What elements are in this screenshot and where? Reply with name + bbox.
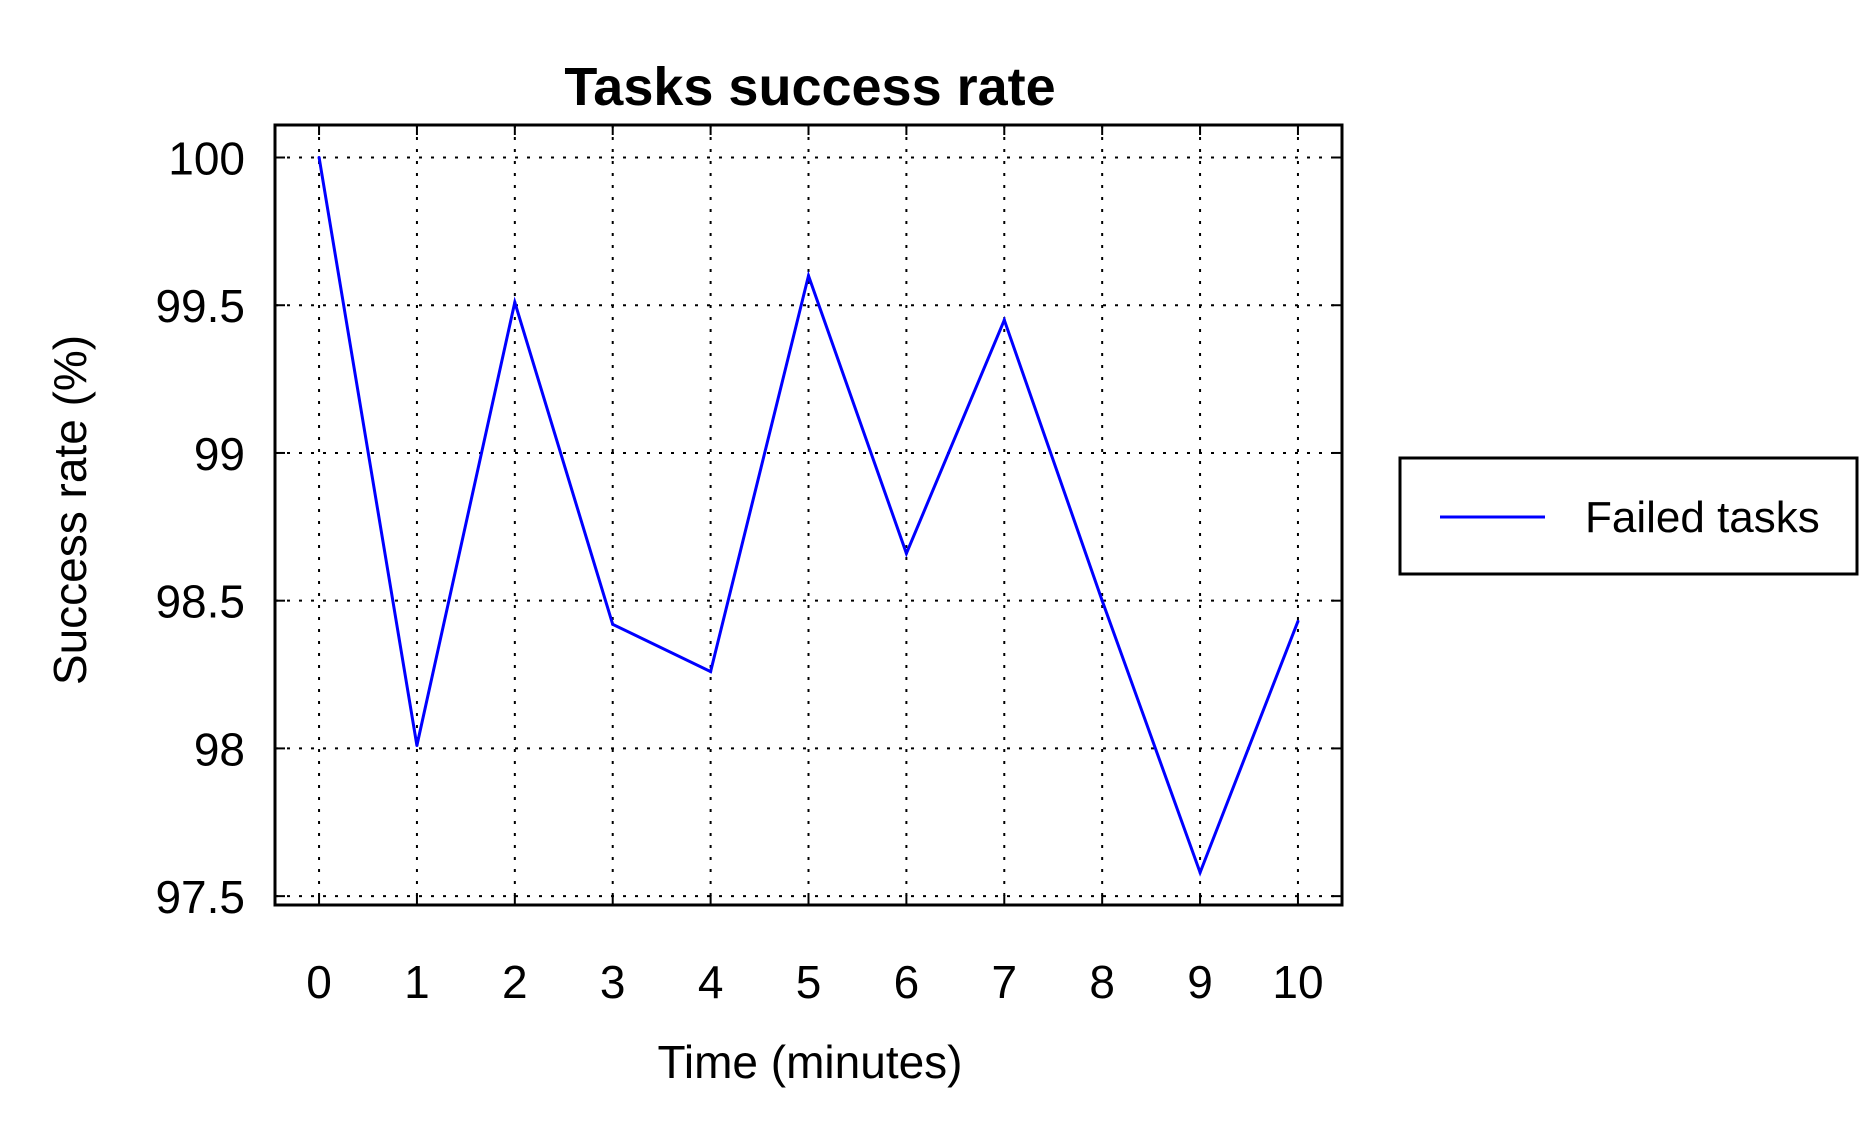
x-tick-label: 4 [698,956,724,1008]
x-tick-label: 2 [502,956,528,1008]
x-tick-labels: 0 1 2 3 4 5 6 7 8 9 10 [306,956,1323,1008]
grid [275,125,1342,905]
y-tick-labels: 97.5 98 98.5 99 99.5 100 [155,133,245,924]
x-tick-label: 10 [1272,956,1323,1008]
series-line-failed-tasks [317,157,1300,877]
x-tick-label: 7 [991,956,1017,1008]
legend-label-failed-tasks: Failed tasks [1585,493,1820,542]
axis-ticks [275,125,1342,905]
x-tick-label: 6 [894,956,920,1008]
data-point [1198,871,1202,874]
data-point [709,670,713,674]
x-tick-label: 9 [1187,956,1213,1008]
x-axis-label: Time (minutes) [658,1036,963,1088]
series-layer [317,156,1300,877]
data-point [807,274,810,278]
y-axis-label: Success rate (%) [44,335,96,685]
x-tick-label: 8 [1089,956,1115,1008]
x-tick-label: 5 [796,956,822,1008]
y-tick-label: 98 [194,723,245,775]
y-tick-label: 99 [194,428,245,480]
data-point [1002,318,1006,322]
legend-box [1398,456,1859,576]
y-tick-label: 97.5 [155,871,245,923]
data-point [1296,619,1300,623]
x-tick-label: 0 [306,956,332,1008]
plot-frame [273,123,1344,907]
data-point [904,551,908,555]
chart-title: Tasks success rate [564,57,1055,117]
y-tick-label: 100 [168,133,245,185]
y-tick-label: 99.5 [155,280,245,332]
data-point [1100,599,1104,603]
data-point [513,300,517,304]
y-tick-label: 98.5 [155,576,245,628]
data-point [317,156,321,159]
x-tick-label: 1 [404,956,430,1008]
data-point [611,622,615,626]
legend: Failed tasks [1398,456,1859,576]
x-tick-label: 3 [600,956,626,1008]
data-point [415,743,419,747]
